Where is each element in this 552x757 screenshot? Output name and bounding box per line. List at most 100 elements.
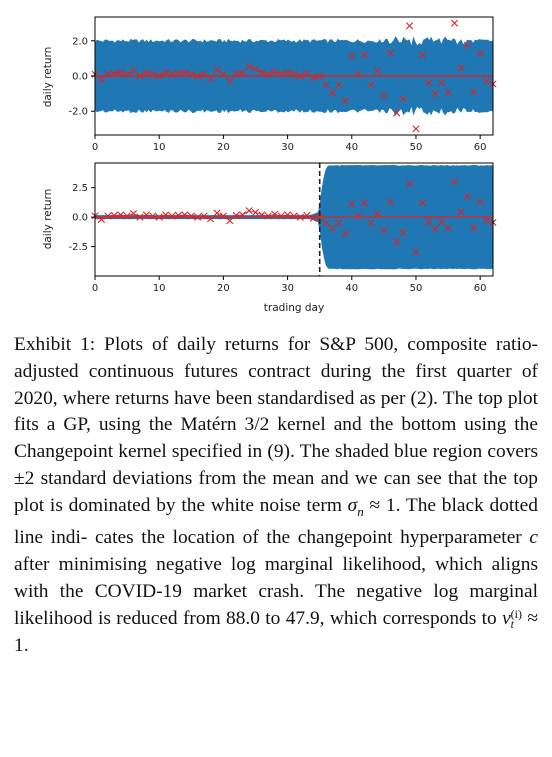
- bot-data-point: [470, 224, 478, 232]
- top-data-point: [470, 88, 478, 96]
- bot-data-point: [142, 211, 150, 219]
- top-data-point: [200, 70, 208, 78]
- bot-data-point: [309, 214, 317, 222]
- bot-data-point: [277, 212, 285, 220]
- bot-data-point: [226, 217, 234, 225]
- bot-data-point: [328, 224, 337, 232]
- top-data-point: [444, 89, 452, 97]
- top-data-point: [380, 91, 388, 99]
- bot-data-point: [149, 212, 157, 220]
- top-data-point: [123, 70, 131, 78]
- top-data-point: [187, 70, 195, 78]
- bot-data-point: [361, 199, 369, 207]
- bot-data-point: [264, 212, 272, 220]
- bot-data-point: [187, 212, 195, 220]
- bot-data-point: [219, 212, 227, 220]
- top-y-tick-label: -2.0: [68, 107, 88, 118]
- bot-data-point: [444, 224, 452, 232]
- bot-data-point: [290, 212, 298, 220]
- top-data-point: [168, 70, 176, 78]
- bot-data-point: [393, 238, 401, 246]
- bot-data-point: [104, 212, 112, 220]
- top-data-point: [296, 72, 305, 80]
- top-data-point: [463, 41, 471, 49]
- top-data-point: [219, 70, 227, 78]
- top-data-point: [431, 90, 439, 98]
- bot-data-point: [431, 225, 439, 233]
- bot-y-tick-label: 2.5: [72, 183, 88, 194]
- top-data-point: [206, 75, 215, 83]
- top-data-point: [354, 70, 362, 78]
- bot-data-point: [129, 210, 138, 218]
- caption-line: negative log marginal likelihood is redu…: [14, 581, 538, 629]
- caption-line: white noise term: [210, 494, 348, 516]
- top-data-point: [348, 52, 356, 60]
- math-c: c: [529, 527, 538, 549]
- top-data-point: [226, 77, 234, 85]
- bot-y-tick-label: -2.5: [68, 242, 88, 253]
- bot-data-point: [303, 211, 311, 219]
- caption-line: cates the location of the changepoint hy…: [94, 527, 522, 549]
- bottom-plot-frame: [94, 162, 494, 277]
- bot-x-tick-label: 30: [281, 283, 294, 294]
- bot-x-tick-label: 10: [153, 283, 166, 294]
- bottom-x-ticks: 0 10 20 30 40 50 60: [92, 276, 487, 294]
- figure-caption: Exhibit 1: Plots of daily returns for S&…: [14, 332, 538, 659]
- bot-data-point: [399, 228, 407, 237]
- top-data-point: [386, 49, 394, 57]
- bot-data-point: [155, 213, 163, 221]
- caption-line: ≈ 1.: [14, 607, 538, 656]
- math-nu-indices: (i) t: [511, 608, 522, 630]
- bot-data-point: [245, 207, 253, 215]
- top-data-point: [245, 62, 253, 70]
- top-data-point: [316, 72, 324, 80]
- bot-y-tick-label: 0.0: [72, 213, 88, 224]
- top-data-point: [258, 68, 266, 77]
- top-x-tick-label: 20: [217, 142, 230, 153]
- caption-line: 88.0 to 47.9, which corresponds to: [226, 607, 503, 629]
- top-y-tick-label: 0.0: [72, 72, 88, 83]
- top-data-point: [457, 64, 465, 72]
- bot-data-point: [354, 212, 362, 220]
- top-data-point: [290, 70, 298, 78]
- top-data-point: [438, 79, 446, 87]
- bot-data-point: [341, 230, 349, 238]
- bot-data-point: [316, 213, 324, 221]
- bot-x-tick-label: 20: [217, 283, 230, 294]
- caption-line: and we can see that the top plot is domi…: [14, 467, 539, 516]
- bot-data-point: [283, 211, 292, 219]
- bot-data-point: [168, 212, 176, 220]
- bot-data-point: [194, 213, 202, 221]
- top-data-point: [367, 81, 375, 89]
- bottom-marks: [91, 163, 497, 276]
- bottom-panel: 2.5 0.0 -2.5 0 10 20 30 40 50 60 daily return tr…: [42, 162, 497, 314]
- top-data-point: [309, 74, 317, 82]
- bot-x-tick-label: 60: [474, 283, 487, 294]
- bot-data-point: [97, 215, 106, 224]
- top-data-point: [213, 66, 221, 74]
- top-marks: [91, 19, 497, 133]
- bot-data-point: [181, 211, 189, 219]
- bot-data-point: [174, 211, 183, 219]
- bot-data-point: [213, 209, 221, 217]
- caption-line: Changepoint kernel specified in (9). The…: [14, 441, 428, 463]
- math-subscript-n: n: [357, 503, 364, 519]
- top-data-point: [142, 68, 150, 77]
- top-panel: 2.0 0.0 -2.0 0 10 20 30 40 50 60 daily return: [42, 16, 497, 153]
- bot-data-point: [438, 218, 446, 226]
- math-nu: ν: [502, 607, 511, 629]
- bot-data-point: [405, 180, 414, 188]
- top-y-tick-label: 2.0: [72, 36, 88, 47]
- bot-data-point: [239, 211, 247, 219]
- top-data-point: [283, 68, 292, 77]
- top-data-point: [341, 97, 349, 105]
- bot-data-point: [162, 211, 170, 219]
- top-y-ticks: 2.0 0.0 -2.0: [68, 36, 95, 118]
- top-data-point: [117, 68, 125, 77]
- top-data-point: [136, 72, 144, 80]
- bottom-y-ticks: 2.5 0.0 -2.5: [68, 183, 95, 253]
- top-data-point: [149, 70, 157, 78]
- bot-data-point: [110, 211, 118, 219]
- top-data-point: [239, 68, 247, 77]
- top-data-point: [405, 22, 414, 30]
